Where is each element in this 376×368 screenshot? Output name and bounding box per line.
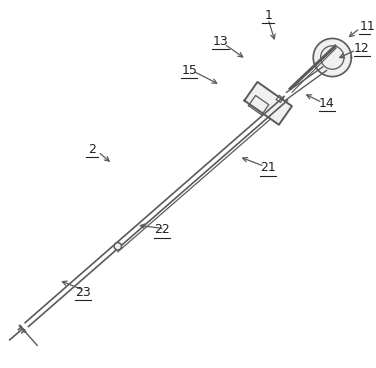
Circle shape bbox=[114, 243, 121, 250]
Polygon shape bbox=[313, 38, 351, 77]
Text: 15: 15 bbox=[181, 64, 197, 77]
Text: 1: 1 bbox=[264, 9, 272, 22]
Text: 21: 21 bbox=[260, 161, 276, 174]
Text: 2: 2 bbox=[88, 143, 96, 156]
Text: 13: 13 bbox=[212, 35, 228, 47]
Text: 12: 12 bbox=[354, 42, 370, 55]
Text: 14: 14 bbox=[319, 97, 335, 110]
Text: 22: 22 bbox=[154, 223, 170, 236]
Text: 23: 23 bbox=[75, 286, 91, 299]
Text: 11: 11 bbox=[359, 20, 375, 33]
Polygon shape bbox=[244, 82, 292, 125]
